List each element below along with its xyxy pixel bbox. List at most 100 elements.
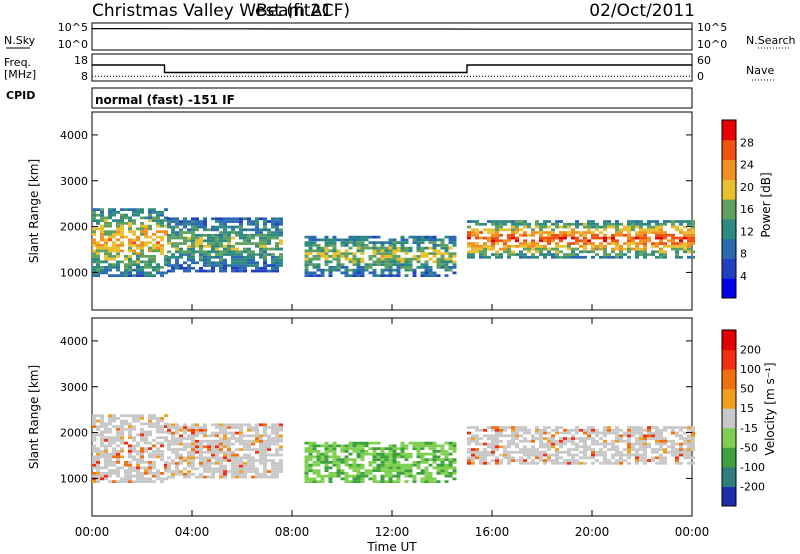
power-cell (583, 255, 587, 259)
velocity-cell (140, 458, 144, 461)
power-cell (615, 253, 619, 256)
velocity-cell (619, 453, 623, 457)
power-cell (136, 246, 140, 250)
velocity-cell (475, 453, 479, 457)
velocity-cell (599, 431, 603, 435)
velocity-cell (471, 437, 475, 440)
velocity-cell (348, 480, 353, 483)
power-cell (619, 228, 623, 232)
power-cell (175, 225, 179, 229)
power-cell (360, 271, 365, 275)
power-cell (243, 217, 247, 221)
velocity-cell (424, 444, 429, 448)
velocity-cell (627, 428, 631, 432)
velocity-cell (368, 463, 373, 467)
velocity-cell (148, 430, 152, 434)
power-cell (308, 244, 313, 247)
power-cell (388, 274, 393, 277)
power-cell (104, 222, 108, 225)
velocity-cell (687, 445, 691, 449)
power-cell (308, 238, 313, 242)
power-cell (128, 227, 132, 231)
colorbar-tick-label: 24 (740, 159, 754, 172)
velocity-cell (352, 466, 357, 470)
velocity-cell (420, 458, 425, 461)
y-tick-label: 3000 (60, 175, 88, 188)
velocity-cell (316, 458, 321, 461)
power-cell (551, 247, 555, 251)
power-cell (364, 266, 369, 269)
power-cell (128, 260, 132, 264)
velocity-cell (140, 477, 144, 481)
power-cell (271, 253, 275, 256)
velocity-cell (448, 472, 453, 475)
velocity-cell (539, 445, 543, 449)
velocity-cell (211, 442, 215, 446)
power-cell (128, 241, 132, 244)
velocity-cell (187, 459, 191, 462)
velocity-cell (116, 452, 120, 456)
power-cell (92, 249, 96, 253)
power-cell (215, 242, 219, 245)
power-cell (195, 261, 199, 265)
velocity-cell (471, 434, 475, 438)
velocity-cell (487, 461, 491, 465)
power-cell (531, 255, 535, 259)
velocity-cell (116, 428, 120, 431)
velocity-cell (567, 439, 571, 443)
velocity-cell (615, 428, 619, 432)
velocity-cell (563, 450, 567, 454)
power-cell (448, 260, 453, 264)
power-cell (219, 255, 223, 259)
power-cell (679, 244, 683, 248)
power-cell (203, 250, 207, 254)
power-cell (275, 225, 279, 229)
power-cell (591, 255, 595, 259)
power-cell (671, 239, 675, 243)
power-cell (647, 253, 651, 256)
power-cell (559, 244, 563, 248)
velocity-cell (495, 459, 499, 462)
power-cell (187, 236, 191, 240)
power-cell (132, 238, 136, 242)
power-cell (503, 242, 507, 245)
velocity-cell (444, 452, 449, 456)
power-cell (211, 250, 215, 254)
power-cell (627, 247, 631, 251)
power-cell (271, 247, 275, 251)
y-tick-label: 4000 (60, 129, 88, 142)
power-cell (271, 222, 275, 226)
freq-left-tick: 8 (81, 70, 88, 83)
power-cell (247, 253, 251, 256)
velocity-cell (239, 431, 243, 435)
velocity-cell (164, 477, 168, 481)
power-cell (432, 260, 437, 264)
colorbar-swatch (722, 278, 736, 299)
power-cell (527, 225, 531, 229)
power-cell (120, 233, 124, 236)
velocity-cell (408, 463, 413, 467)
velocity-cell (400, 441, 405, 445)
velocity-cell (247, 426, 251, 429)
power-cell (651, 220, 655, 223)
power-cell (671, 220, 675, 223)
power-cell (223, 225, 227, 229)
velocity-cell (392, 463, 397, 467)
velocity-cell (679, 437, 683, 440)
velocity-cell (344, 450, 349, 453)
power-cell (651, 225, 655, 229)
velocity-cell (207, 445, 211, 449)
velocity-cell (239, 434, 243, 438)
velocity-cell (104, 474, 108, 478)
power-cell (499, 247, 503, 251)
power-cell (467, 233, 471, 237)
velocity-cell (275, 439, 279, 443)
power-cell (428, 257, 433, 261)
power-cell (436, 257, 441, 261)
power-cell (368, 246, 373, 250)
power-cell (104, 249, 108, 253)
velocity-cell (112, 414, 116, 417)
power-cell (164, 216, 168, 220)
velocity-cell (120, 477, 124, 481)
power-cell (116, 211, 120, 214)
